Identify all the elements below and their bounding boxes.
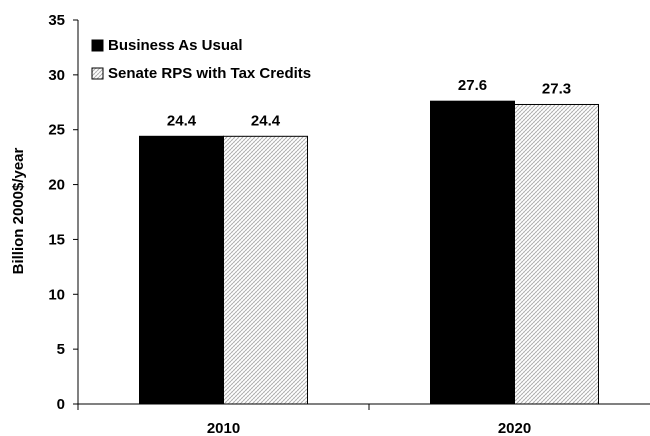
legend: Business As Usual Senate RPS with Tax Cr… bbox=[91, 37, 311, 82]
y-tick-label: 20 bbox=[48, 177, 65, 194]
data-label-2010-series-1: 24.4 bbox=[251, 112, 281, 129]
x-tick-label: 2010 bbox=[207, 420, 240, 436]
legend-swatch-business-as-usual bbox=[91, 39, 104, 52]
bar-2020-series-0 bbox=[430, 100, 515, 405]
y-axis-ticks: 0 5 10 15 20 25 30 35 bbox=[48, 12, 78, 413]
y-tick-label: 25 bbox=[48, 122, 65, 139]
y-tick-label: 0 bbox=[57, 396, 65, 413]
x-axis-ticks: 2010 2020 bbox=[77, 404, 531, 436]
data-label-2020-series-0: 27.6 bbox=[458, 77, 487, 94]
legend-label-senate-rps: Senate RPS with Tax Credits bbox=[108, 65, 311, 82]
data-label-2020-series-1: 27.3 bbox=[542, 80, 571, 97]
legend-swatch-senate-rps bbox=[91, 67, 104, 80]
bars bbox=[139, 100, 599, 405]
y-tick-label: 10 bbox=[48, 286, 65, 303]
y-tick-label: 30 bbox=[48, 67, 65, 84]
bar-2010-series-0 bbox=[139, 135, 224, 405]
y-tick-label: 35 bbox=[48, 12, 65, 29]
bar-2020-series-1 bbox=[514, 103, 599, 405]
bar-2010-series-1 bbox=[223, 135, 308, 405]
data-label-2010-series-0: 24.4 bbox=[167, 112, 197, 129]
data-labels: 24.4 24.4 27.6 27.3 bbox=[167, 77, 571, 129]
y-tick-label: 15 bbox=[48, 231, 65, 248]
y-tick-label: 5 bbox=[57, 341, 65, 358]
legend-label-business-as-usual: Business As Usual bbox=[108, 37, 243, 54]
x-tick-label: 2020 bbox=[498, 420, 531, 436]
y-axis-title: Billion 2000$/year bbox=[10, 147, 27, 274]
